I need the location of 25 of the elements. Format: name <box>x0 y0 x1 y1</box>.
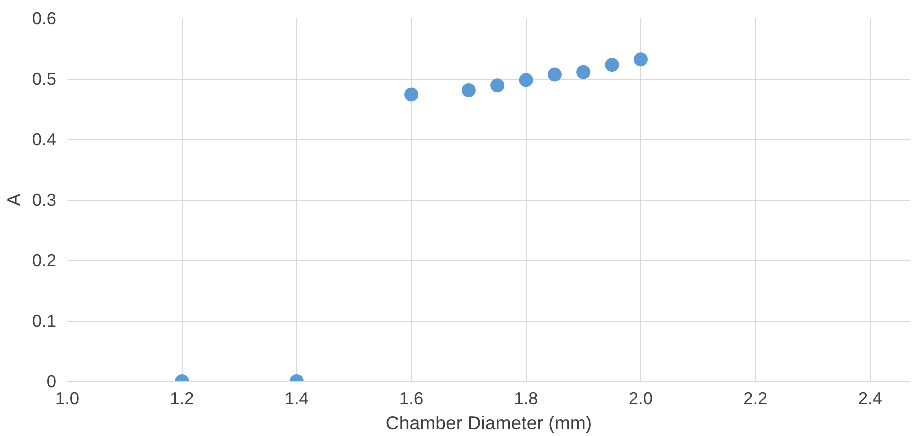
x-tick-label: 2.0 <box>628 388 654 408</box>
point <box>576 65 591 80</box>
x-tick-label: 1.4 <box>284 388 310 408</box>
point <box>519 73 534 88</box>
x-axis-title: Chamber Diameter (mm) <box>386 412 592 434</box>
x-tick-label: 2.4 <box>858 388 883 408</box>
point <box>490 78 505 93</box>
point <box>462 84 476 98</box>
y-tick-label: 0.1 <box>32 311 57 331</box>
y-tick-label: 0.4 <box>32 130 57 150</box>
x-tick-label: 1.8 <box>514 388 538 408</box>
y-tick-label: 0.3 <box>32 190 57 210</box>
x-tick-label: 2.2 <box>744 388 768 408</box>
y-axis-title: A <box>3 193 24 206</box>
y-tick-label: 0.2 <box>32 250 57 270</box>
point <box>404 88 419 102</box>
y-tick-label: 0.6 <box>32 8 57 28</box>
x-tick-label: 1.0 <box>55 388 80 408</box>
point <box>634 52 648 67</box>
point <box>548 68 562 82</box>
y-tick-label: 0 <box>46 372 57 392</box>
x-tick-label: 1.2 <box>170 388 194 408</box>
point <box>605 58 620 72</box>
x-tick-label: 1.6 <box>400 388 424 408</box>
y-tick-label: 0.5 <box>32 69 57 89</box>
